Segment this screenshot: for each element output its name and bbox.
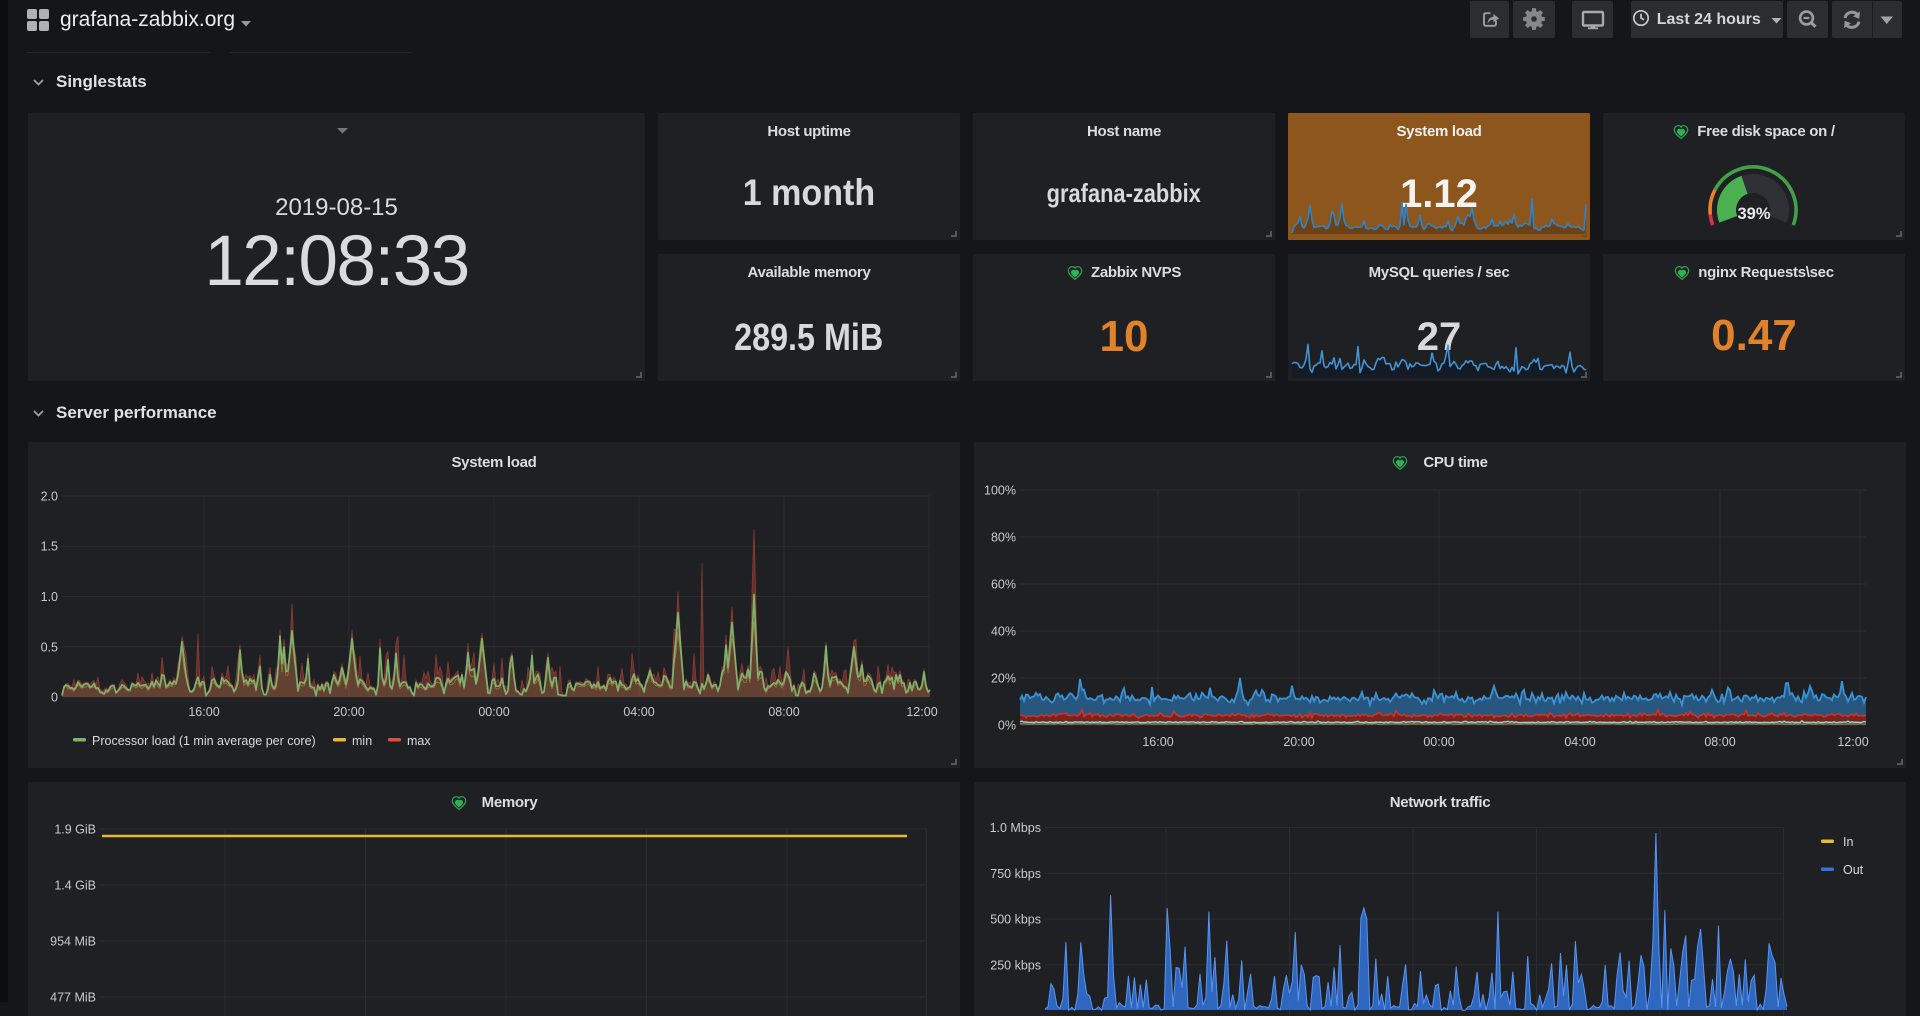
svg-text:00:00: 00:00 [478, 705, 509, 719]
svg-text:500 kbps: 500 kbps [990, 913, 1041, 927]
svg-text:16:00: 16:00 [188, 705, 219, 719]
svg-text:477 MiB: 477 MiB [50, 991, 96, 1005]
svg-text:08:00: 08:00 [1704, 735, 1735, 749]
svg-text:20:00: 20:00 [333, 705, 364, 719]
svg-text:1.4 GiB: 1.4 GiB [54, 879, 96, 893]
svg-text:1.0 Mbps: 1.0 Mbps [990, 821, 1041, 835]
svg-text:39%: 39% [1737, 205, 1770, 223]
svg-text:20%: 20% [991, 672, 1016, 686]
svg-text:min: min [352, 734, 372, 748]
svg-text:954 MiB: 954 MiB [50, 935, 96, 949]
svg-text:16:00: 16:00 [1142, 735, 1173, 749]
svg-text:60%: 60% [991, 578, 1016, 592]
svg-text:750 kbps: 750 kbps [990, 867, 1041, 881]
svg-text:20:00: 20:00 [1283, 735, 1314, 749]
svg-text:max: max [407, 734, 431, 748]
svg-text:0.5: 0.5 [41, 640, 58, 654]
svg-text:1.9 GiB: 1.9 GiB [54, 823, 96, 837]
svg-text:0: 0 [51, 691, 58, 705]
svg-text:Processor load (1 min average: Processor load (1 min average per core) [92, 734, 316, 748]
svg-text:12:00: 12:00 [906, 705, 937, 719]
svg-text:In: In [1843, 835, 1853, 849]
svg-text:1.5: 1.5 [41, 540, 58, 554]
svg-text:100%: 100% [984, 484, 1016, 498]
svg-text:00:00: 00:00 [1423, 735, 1454, 749]
svg-text:04:00: 04:00 [623, 705, 654, 719]
svg-text:2.0: 2.0 [41, 490, 58, 504]
svg-text:80%: 80% [991, 531, 1016, 545]
svg-text:40%: 40% [991, 625, 1016, 639]
svg-text:04:00: 04:00 [1564, 735, 1595, 749]
svg-text:1.0: 1.0 [41, 590, 58, 604]
svg-text:Out: Out [1843, 863, 1864, 877]
svg-text:08:00: 08:00 [768, 705, 799, 719]
svg-text:12:00: 12:00 [1837, 735, 1868, 749]
svg-text:0%: 0% [998, 719, 1016, 733]
svg-text:250 kbps: 250 kbps [990, 958, 1041, 972]
